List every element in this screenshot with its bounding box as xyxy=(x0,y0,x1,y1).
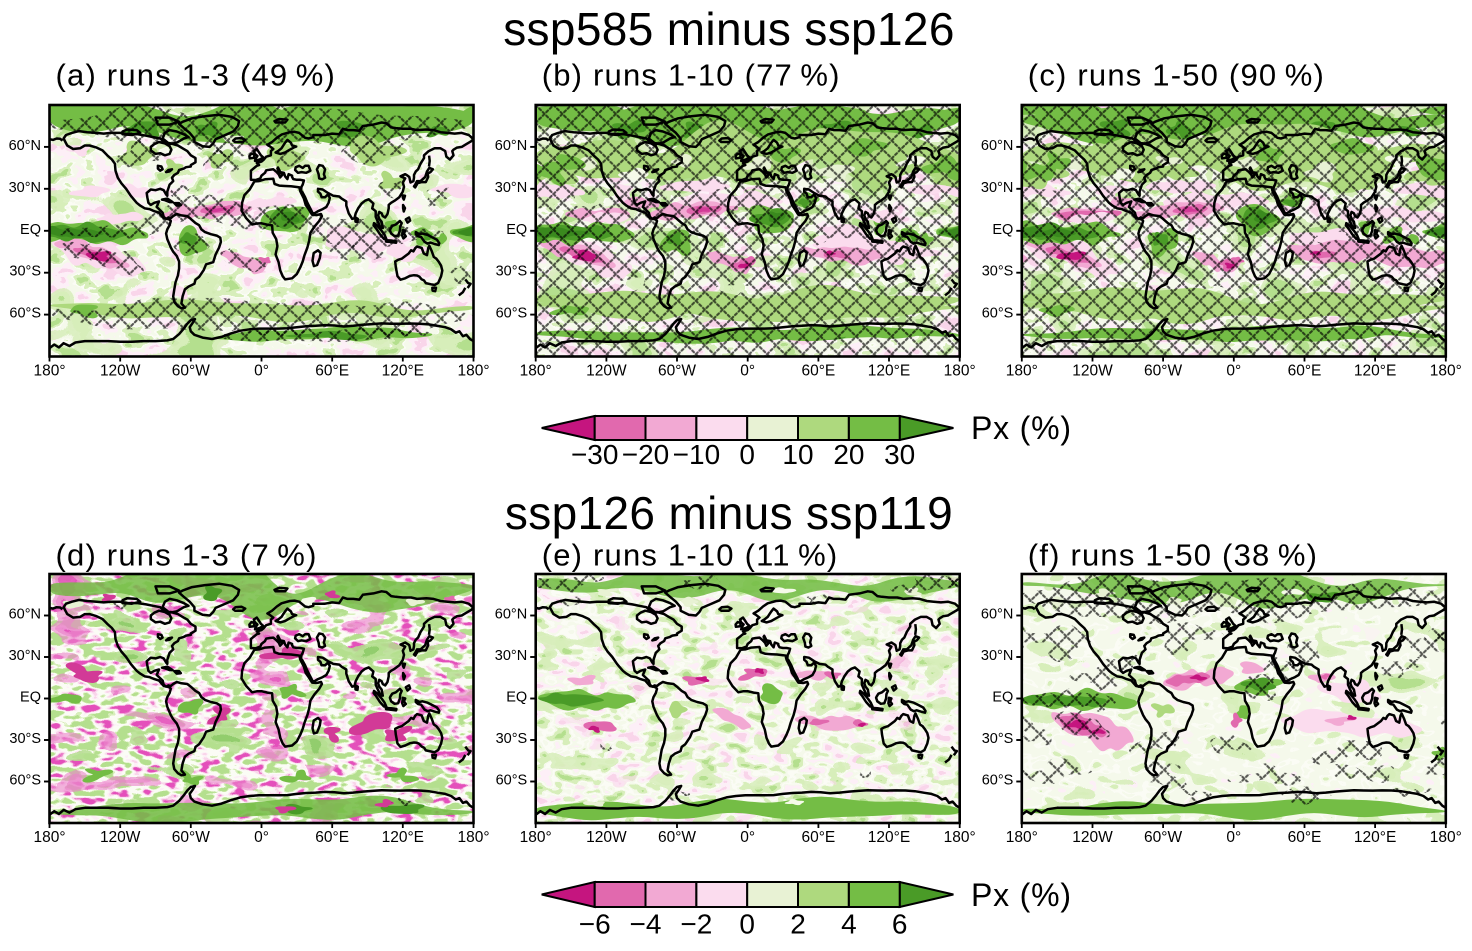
svg-text:0: 0 xyxy=(739,439,755,470)
svg-text:−6: −6 xyxy=(579,909,611,940)
svg-text:60°E: 60°E xyxy=(802,363,836,380)
svg-text:2: 2 xyxy=(790,909,806,940)
svg-text:30°N: 30°N xyxy=(9,648,41,664)
svg-text:60°N: 60°N xyxy=(981,138,1013,154)
svg-text:0: 0 xyxy=(739,909,755,940)
svg-text:EQ: EQ xyxy=(506,222,527,238)
svg-text:60°S: 60°S xyxy=(9,773,41,789)
svg-text:120°E: 120°E xyxy=(868,829,910,846)
svg-text:Px (%): Px (%) xyxy=(971,410,1072,446)
svg-text:120°E: 120°E xyxy=(382,829,424,846)
svg-text:0°: 0° xyxy=(1226,829,1241,846)
svg-text:120W: 120W xyxy=(586,363,627,380)
svg-text:60°E: 60°E xyxy=(315,363,349,380)
svg-text:6: 6 xyxy=(892,909,908,940)
svg-text:120°E: 120°E xyxy=(382,363,424,380)
svg-text:−2: −2 xyxy=(680,909,712,940)
svg-text:30°N: 30°N xyxy=(9,180,41,196)
svg-text:EQ: EQ xyxy=(992,222,1013,238)
svg-text:180°: 180° xyxy=(457,363,489,380)
svg-text:−20: −20 xyxy=(622,439,670,470)
svg-text:Px (%): Px (%) xyxy=(971,877,1072,913)
svg-text:180°: 180° xyxy=(1006,829,1038,846)
svg-text:4: 4 xyxy=(841,909,857,940)
svg-text:(a) runs 1-3 (49 %): (a) runs 1-3 (49 %) xyxy=(56,58,337,93)
svg-text:120W: 120W xyxy=(100,829,141,846)
svg-text:0°: 0° xyxy=(254,363,269,380)
svg-text:120W: 120W xyxy=(1072,363,1113,380)
svg-text:30: 30 xyxy=(884,439,915,470)
svg-text:60°S: 60°S xyxy=(982,773,1014,789)
svg-text:EQ: EQ xyxy=(20,690,41,706)
svg-text:120°E: 120°E xyxy=(1354,829,1396,846)
svg-text:180°: 180° xyxy=(1430,829,1462,846)
svg-text:EQ: EQ xyxy=(20,222,41,238)
svg-text:EQ: EQ xyxy=(506,690,527,706)
svg-text:120W: 120W xyxy=(1072,829,1113,846)
svg-text:(b) runs 1-10 (77 %): (b) runs 1-10 (77 %) xyxy=(542,58,841,93)
svg-text:0°: 0° xyxy=(740,363,755,380)
svg-text:60°W: 60°W xyxy=(658,363,696,380)
svg-text:30°N: 30°N xyxy=(495,180,527,196)
svg-text:60°S: 60°S xyxy=(496,773,528,789)
svg-text:30°S: 30°S xyxy=(9,264,41,280)
svg-text:60°W: 60°W xyxy=(172,829,210,846)
svg-text:10: 10 xyxy=(782,439,813,470)
svg-text:60°E: 60°E xyxy=(315,829,349,846)
svg-text:60°W: 60°W xyxy=(1144,363,1182,380)
svg-text:180°: 180° xyxy=(520,363,552,380)
svg-text:0°: 0° xyxy=(740,829,755,846)
svg-text:180°: 180° xyxy=(1006,363,1038,380)
svg-text:120°E: 120°E xyxy=(1354,363,1396,380)
svg-text:0°: 0° xyxy=(1226,363,1241,380)
svg-text:30°N: 30°N xyxy=(981,180,1013,196)
svg-text:60°E: 60°E xyxy=(1288,363,1322,380)
svg-text:120W: 120W xyxy=(100,363,141,380)
svg-text:20: 20 xyxy=(833,439,864,470)
svg-text:180°: 180° xyxy=(33,829,65,846)
svg-text:30°S: 30°S xyxy=(496,731,528,747)
svg-text:30°S: 30°S xyxy=(982,731,1014,747)
svg-text:120W: 120W xyxy=(586,829,627,846)
svg-text:−10: −10 xyxy=(673,439,721,470)
svg-text:60°N: 60°N xyxy=(9,138,41,154)
svg-text:30°S: 30°S xyxy=(9,731,41,747)
svg-text:60°S: 60°S xyxy=(982,306,1014,322)
svg-text:60°S: 60°S xyxy=(9,306,41,322)
svg-text:−30: −30 xyxy=(571,439,619,470)
svg-text:60°S: 60°S xyxy=(496,306,528,322)
svg-text:180°: 180° xyxy=(944,363,976,380)
svg-text:30°S: 30°S xyxy=(982,264,1014,280)
svg-text:180°: 180° xyxy=(944,829,976,846)
svg-text:180°: 180° xyxy=(457,829,489,846)
svg-text:EQ: EQ xyxy=(992,690,1013,706)
svg-text:180°: 180° xyxy=(33,363,65,380)
svg-text:60°E: 60°E xyxy=(802,829,836,846)
svg-text:60°N: 60°N xyxy=(9,607,41,623)
svg-text:ssp126 minus ssp119: ssp126 minus ssp119 xyxy=(505,487,953,539)
svg-text:60°N: 60°N xyxy=(981,607,1013,623)
svg-text:60°N: 60°N xyxy=(495,138,527,154)
svg-text:(f) runs 1-50 (38 %): (f) runs 1-50 (38 %) xyxy=(1028,538,1318,573)
svg-text:60°W: 60°W xyxy=(172,363,210,380)
svg-text:30°N: 30°N xyxy=(981,648,1013,664)
svg-text:60°N: 60°N xyxy=(495,607,527,623)
svg-text:180°: 180° xyxy=(1430,363,1462,380)
svg-text:60°E: 60°E xyxy=(1288,829,1322,846)
svg-text:0°: 0° xyxy=(254,829,269,846)
svg-text:(d) runs 1-3 (7 %): (d) runs 1-3 (7 %) xyxy=(56,538,318,573)
svg-text:60°W: 60°W xyxy=(658,829,696,846)
svg-text:(e) runs 1-10 (11 %): (e) runs 1-10 (11 %) xyxy=(542,538,839,573)
svg-text:(c) runs 1-50 (90 %): (c) runs 1-50 (90 %) xyxy=(1028,58,1325,93)
svg-text:180°: 180° xyxy=(520,829,552,846)
svg-text:120°E: 120°E xyxy=(868,363,910,380)
svg-text:30°N: 30°N xyxy=(495,648,527,664)
svg-text:30°S: 30°S xyxy=(496,264,528,280)
svg-text:60°W: 60°W xyxy=(1144,829,1182,846)
svg-text:ssp585 minus ssp126: ssp585 minus ssp126 xyxy=(503,3,955,55)
svg-text:−4: −4 xyxy=(630,909,662,940)
